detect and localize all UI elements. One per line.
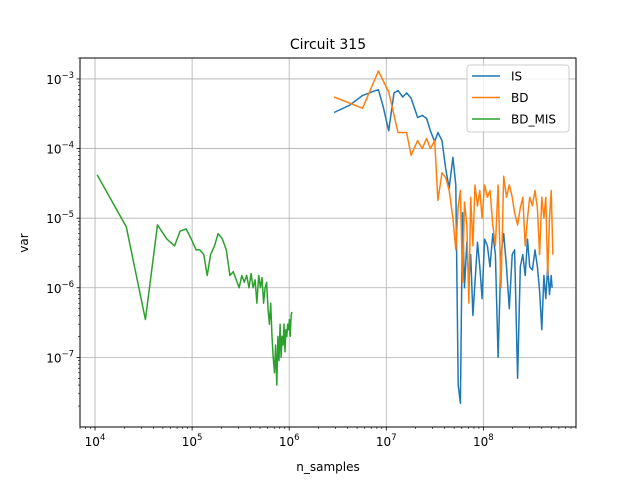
legend: IS BD BD_MIS	[466, 64, 570, 133]
y-tick-label: 10−6	[46, 280, 74, 296]
x-tick-label: 105	[182, 433, 203, 449]
legend-label: BD	[511, 91, 528, 105]
y-tick-label: 10−3	[46, 71, 74, 87]
axis-ticks: 104 105 106 107 108 10−7 10−6 10−5 10−4 10−3	[46, 57, 577, 449]
legend-box	[466, 64, 570, 133]
series-line-is	[333, 88, 553, 404]
series-lines	[96, 70, 554, 404]
y-tick-label: 10−7	[46, 349, 74, 365]
x-tick-label: 107	[376, 433, 397, 449]
x-tick-label: 108	[473, 433, 494, 449]
x-tick-label: 104	[85, 433, 106, 449]
y-axis-label: var	[17, 233, 31, 252]
plot-frame	[79, 57, 577, 428]
x-axis-label: n_samples	[296, 460, 360, 474]
chart-title: Circuit 315	[290, 37, 366, 53]
series-line-bd	[333, 70, 554, 304]
series-line-bd-mis	[96, 174, 293, 386]
legend-label: IS	[511, 70, 522, 84]
x-tick-label: 106	[279, 433, 300, 449]
y-tick-label: 10−5	[46, 210, 74, 226]
legend-label: BD_MIS	[511, 113, 556, 127]
y-tick-label: 10−4	[46, 141, 74, 157]
